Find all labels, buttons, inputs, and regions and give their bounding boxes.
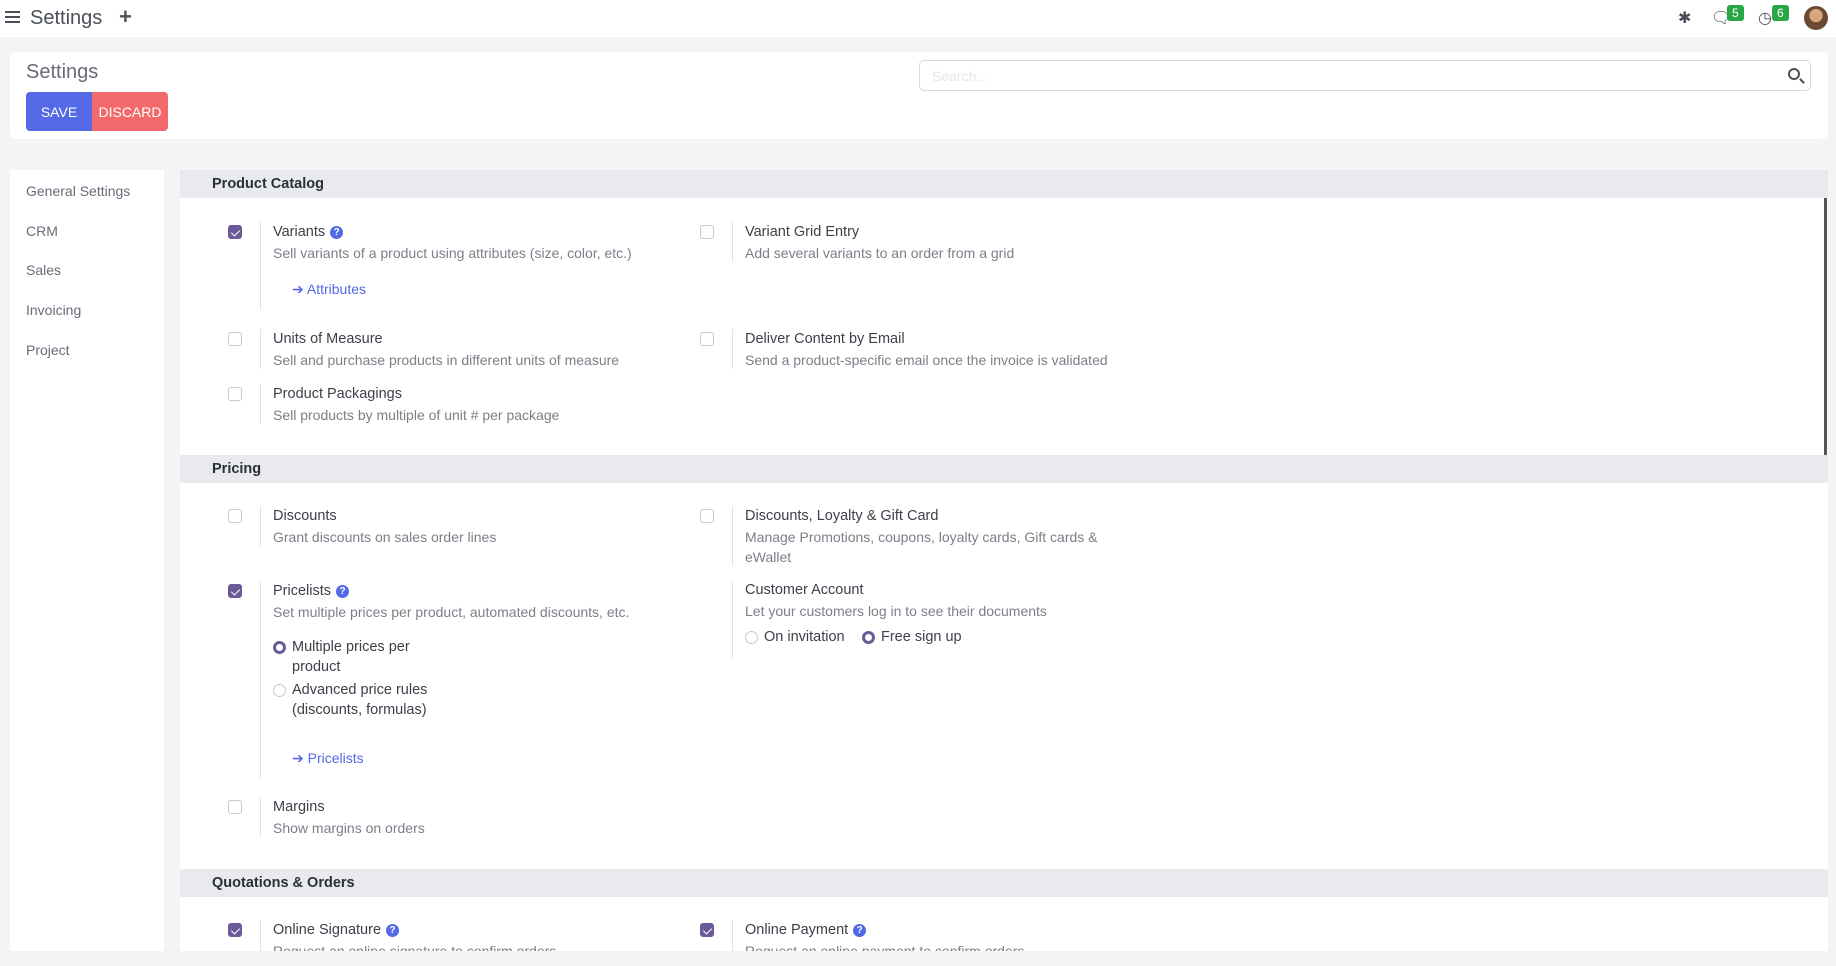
top-navbar: Settings + ✱ 🗨 5 ◷ 6 — [0, 0, 1836, 37]
scrollbar[interactable] — [1824, 170, 1827, 482]
variants-desc: Sell variants of a product using attribu… — [273, 245, 632, 261]
customer-account-desc: Let your customers log in to see their d… — [745, 603, 1047, 619]
sidebar-item-general-settings[interactable]: General Settings — [26, 183, 131, 199]
variant-grid-label: Variant Grid Entry — [745, 224, 860, 240]
variant-grid-checkbox[interactable] — [700, 225, 714, 239]
section-header-pricing: Pricing — [180, 455, 1828, 483]
loyalty-desc: Manage Promotions, coupons, loyalty card… — [745, 529, 1098, 565]
help-icon[interactable]: ? — [336, 585, 350, 598]
pricelists-desc: Set multiple prices per product, automat… — [273, 604, 630, 620]
loyalty-label: Discounts, Loyalty & Gift Card — [745, 508, 939, 524]
uom-checkbox[interactable] — [228, 332, 242, 346]
activity-count-badge: 6 — [1772, 5, 1789, 21]
divider — [732, 222, 733, 262]
online-payment-checkbox[interactable] — [700, 923, 714, 937]
packagings-desc: Sell products by multiple of unit # per … — [273, 407, 560, 423]
divider — [260, 384, 261, 424]
clock-icon[interactable]: ◷ — [1758, 10, 1772, 27]
on-invitation-radio[interactable] — [745, 631, 758, 644]
sidebar-item-crm[interactable]: CRM — [26, 223, 58, 239]
arrow-right-icon: ➔ — [292, 281, 307, 297]
settings-content: Product Catalog Variants? Sell variants … — [180, 170, 1828, 951]
pricelists-checkbox[interactable] — [228, 584, 242, 598]
divider — [732, 920, 733, 951]
advanced-rules-label: Advanced price rules (discounts, formula… — [292, 682, 428, 718]
discard-button[interactable]: DISCARD — [92, 92, 168, 131]
uom-label: Units of Measure — [273, 331, 383, 347]
page-title: Settings — [26, 61, 99, 83]
search-icon[interactable] — [1788, 68, 1800, 80]
uom-desc: Sell and purchase products in different … — [273, 352, 620, 368]
sidebar-item-project[interactable]: Project — [26, 342, 70, 358]
variants-label: Variants? — [273, 224, 344, 240]
divider — [260, 920, 261, 951]
deliver-email-label: Deliver Content by Email — [745, 331, 905, 347]
settings-sidebar: General Settings CRM Sales Invoicing Pro… — [10, 170, 164, 951]
pricelists-link[interactable]: ➔ Pricelists — [292, 750, 364, 766]
online-signature-desc: Request an online signature to confirm o… — [273, 943, 557, 951]
variants-checkbox[interactable] — [228, 225, 242, 239]
section-header-quotations-orders: Quotations & Orders — [180, 869, 1828, 897]
margins-desc: Show margins on orders — [273, 820, 425, 836]
free-signup-radio[interactable] — [862, 631, 875, 644]
bug-icon[interactable]: ✱ — [1678, 10, 1692, 27]
divider — [260, 506, 261, 546]
packagings-label: Product Packagings — [273, 386, 402, 402]
loyalty-checkbox[interactable] — [700, 509, 714, 523]
divider — [732, 582, 733, 659]
divider — [260, 222, 261, 310]
online-signature-checkbox[interactable] — [228, 923, 242, 937]
online-signature-label: Online Signature? — [273, 922, 400, 938]
margins-label: Margins — [273, 799, 325, 815]
variant-grid-desc: Add several variants to an order from a … — [745, 245, 1015, 261]
plus-icon[interactable]: + — [119, 4, 132, 29]
attributes-link[interactable]: ➔ Attributes — [292, 281, 366, 297]
packagings-checkbox[interactable] — [228, 387, 242, 401]
avatar[interactable] — [1804, 6, 1828, 30]
online-payment-desc: Request an online payment to confirm ord… — [745, 943, 1025, 951]
multiple-prices-radio[interactable] — [273, 641, 286, 654]
discounts-desc: Grant discounts on sales order lines — [273, 529, 497, 545]
sidebar-item-sales[interactable]: Sales — [26, 262, 62, 278]
deliver-email-desc: Send a product-specific email once the i… — [745, 352, 1108, 368]
deliver-email-checkbox[interactable] — [700, 332, 714, 346]
divider — [260, 797, 261, 837]
arrow-right-icon: ➔ — [292, 750, 308, 766]
margins-checkbox[interactable] — [228, 800, 242, 814]
customer-account-label: Customer Account — [745, 582, 864, 598]
multiple-prices-label: Multiple prices per product — [292, 639, 410, 675]
section-header-product-catalog: Product Catalog — [180, 170, 1828, 198]
discounts-checkbox[interactable] — [228, 509, 242, 523]
help-icon[interactable]: ? — [386, 924, 400, 937]
help-icon[interactable]: ? — [330, 226, 344, 239]
chat-icon[interactable]: 🗨 — [1711, 10, 1732, 27]
advanced-rules-radio[interactable] — [273, 684, 286, 697]
divider — [260, 582, 261, 779]
online-payment-label: Online Payment? — [745, 922, 867, 938]
free-signup-label: Free sign up — [881, 629, 962, 645]
search-input[interactable] — [919, 60, 1811, 91]
divider — [260, 329, 261, 369]
help-icon[interactable]: ? — [853, 924, 867, 937]
app-title: Settings — [30, 7, 103, 29]
control-panel: Settings SAVE DISCARD — [10, 52, 1828, 139]
on-invitation-label: On invitation — [764, 629, 845, 645]
divider — [732, 506, 733, 566]
divider — [732, 329, 733, 369]
pricelists-label: Pricelists? — [273, 583, 350, 599]
hamburger-menu-icon[interactable] — [5, 11, 20, 23]
chat-count-badge: 5 — [1727, 5, 1744, 21]
save-button[interactable]: SAVE — [26, 92, 92, 131]
discounts-label: Discounts — [273, 508, 337, 524]
sidebar-item-invoicing[interactable]: Invoicing — [26, 302, 82, 318]
